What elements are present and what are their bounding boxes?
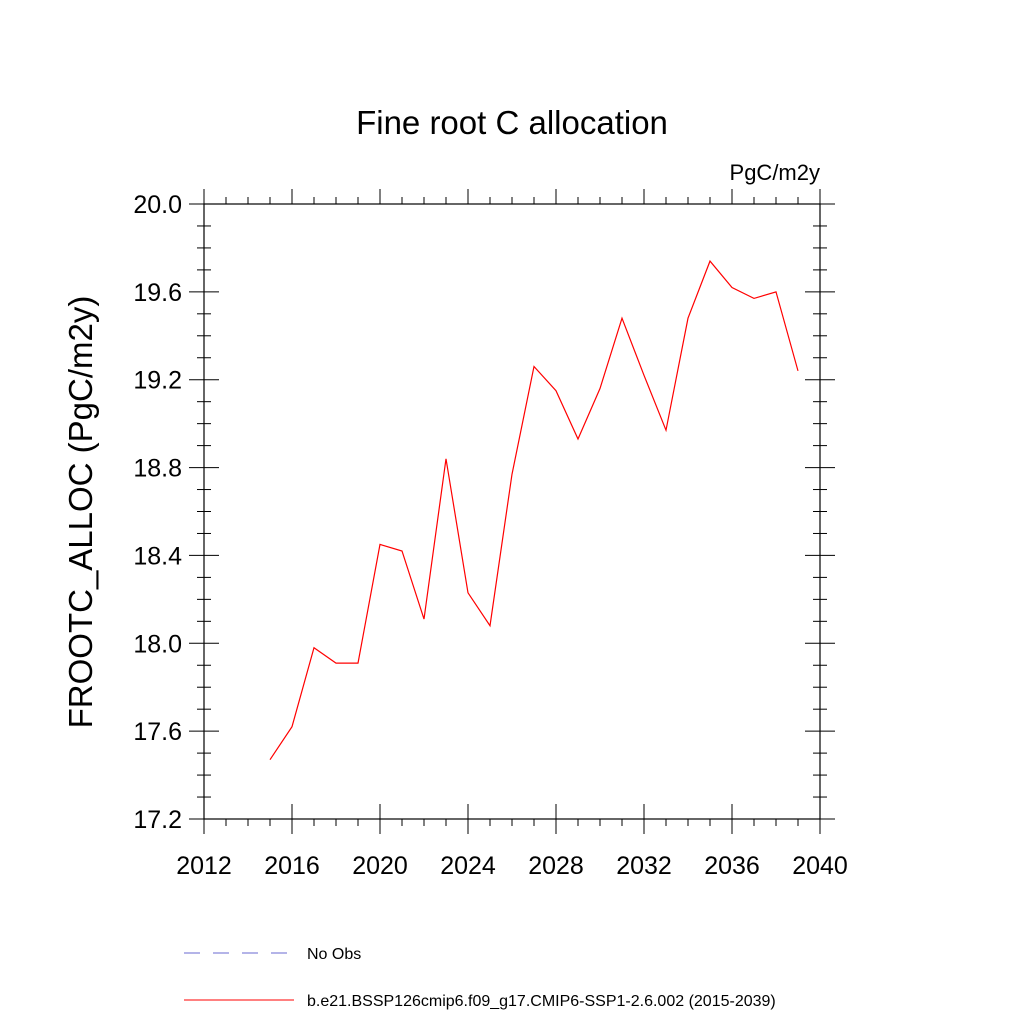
y-tick-label: 19.6: [133, 279, 182, 307]
y-tick-label: 18.0: [133, 630, 182, 658]
series-line: [269, 259, 799, 761]
legend-label-model: b.e21.BSSP126cmip6.f09_g17.CMIP6-SSP1-2.…: [307, 993, 776, 1010]
y-tick-label: 18.8: [133, 455, 182, 483]
x-tick-label: 2040: [792, 852, 848, 880]
legend: No Obs b.e21.BSSP126cmip6.f09_g17.CMIP6-…: [184, 946, 776, 1010]
tick-labels: 2012 2016 2020 2024 2028 2032 2036 2040 17.2 17.6…: [133, 191, 847, 880]
x-tick-label: 2036: [704, 852, 760, 880]
series-layer: [269, 259, 799, 761]
y-tick-label: 18.4: [133, 542, 182, 570]
chart-title: Fine root C allocation: [356, 104, 668, 141]
y-axis-label: FROOTC_ALLOC (PgC/m2y): [62, 296, 99, 729]
x-tick-label: 2032: [616, 852, 672, 880]
y-tick-label: 20.0: [133, 191, 182, 219]
x-tick-label: 2024: [440, 852, 496, 880]
units-label: PgC/m2y: [730, 160, 820, 185]
x-tick-label: 2028: [528, 852, 584, 880]
y-tick-label: 19.2: [133, 367, 182, 395]
axis-ticks: [189, 189, 835, 834]
x-tick-label: 2020: [352, 852, 408, 880]
plot-frame: [203, 203, 821, 820]
x-tick-label: 2016: [264, 852, 320, 880]
legend-label-no-obs: No Obs: [307, 946, 361, 963]
y-tick-label: 17.6: [133, 718, 182, 746]
y-tick-label: 17.2: [133, 806, 182, 834]
x-tick-label: 2012: [176, 852, 232, 880]
